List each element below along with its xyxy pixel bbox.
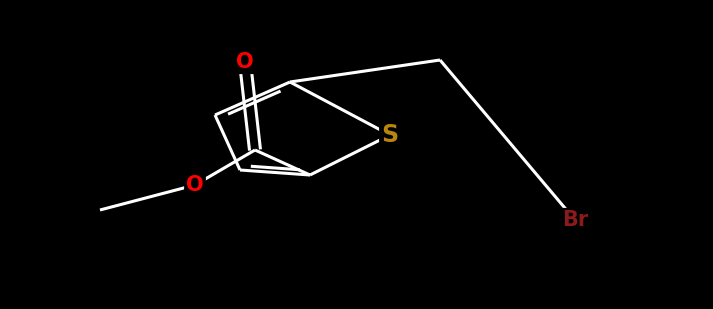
Text: S: S bbox=[381, 123, 399, 147]
Text: O: O bbox=[236, 52, 254, 72]
Text: O: O bbox=[186, 175, 204, 195]
Text: Br: Br bbox=[562, 210, 588, 230]
